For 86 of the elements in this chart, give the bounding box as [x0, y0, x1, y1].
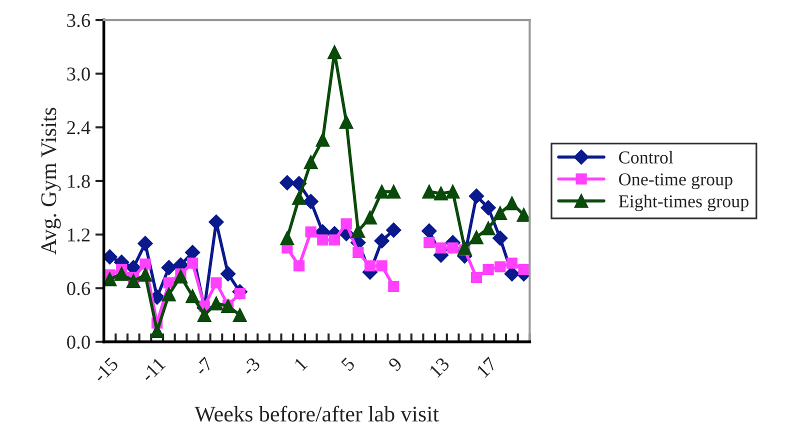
point — [470, 230, 484, 244]
point — [364, 260, 376, 272]
point — [280, 231, 294, 246]
point — [140, 258, 151, 270]
point — [208, 214, 224, 230]
x-tick-label: 5 — [340, 356, 356, 372]
point — [174, 270, 188, 284]
point — [470, 272, 482, 284]
point — [138, 236, 153, 252]
point — [447, 242, 458, 254]
point — [492, 230, 508, 246]
point — [126, 274, 140, 288]
point — [506, 258, 518, 269]
point — [317, 234, 328, 246]
x-tick-label: 1 — [294, 357, 308, 371]
y-tick-label: 3.6 — [67, 14, 90, 28]
y-tick-label: 2.4 — [67, 121, 90, 134]
point — [162, 288, 176, 302]
legend-label: Eight-times group — [618, 194, 748, 212]
point — [292, 190, 306, 205]
point — [209, 296, 224, 310]
point — [482, 264, 494, 275]
point — [221, 299, 235, 314]
point — [187, 258, 198, 269]
point — [446, 184, 460, 199]
point — [303, 194, 318, 210]
x-tick-label: -3 — [241, 356, 261, 376]
point — [280, 175, 295, 190]
point — [161, 260, 176, 276]
point — [328, 234, 340, 246]
x-tick-label: 13 — [428, 356, 450, 378]
point — [468, 188, 484, 204]
x-tick-label: -11 — [140, 357, 166, 383]
point — [422, 184, 436, 199]
point — [505, 196, 519, 210]
point — [210, 277, 222, 288]
point — [480, 200, 496, 216]
x-axis-title: Weeks before/after lab visit — [194, 406, 439, 422]
x-tick-label: 17 — [476, 356, 498, 378]
y-tick-label: 0.0 — [67, 336, 90, 349]
y-tick-label: 0.6 — [67, 282, 90, 296]
x-tick-label: 9 — [388, 356, 403, 372]
point — [104, 272, 117, 286]
y-tick-label: 1.8 — [68, 174, 90, 188]
point — [232, 308, 247, 322]
point — [434, 186, 448, 200]
y-axis-title: Avg. Gym Visits — [41, 108, 61, 255]
point — [163, 277, 174, 288]
legend-label: One-time group — [619, 173, 732, 190]
point — [150, 324, 164, 338]
point — [388, 280, 400, 292]
point — [351, 224, 366, 238]
x-tick-label: -15 — [92, 356, 119, 384]
point — [494, 261, 506, 272]
point — [422, 223, 437, 239]
point — [518, 264, 530, 275]
point — [316, 132, 330, 147]
point — [516, 208, 530, 222]
point — [363, 210, 377, 225]
point — [197, 308, 212, 322]
legend-label: Control — [619, 150, 674, 164]
point — [458, 241, 472, 255]
point — [328, 45, 342, 60]
point — [386, 184, 401, 199]
point — [305, 226, 316, 238]
x-tick-label: -7 — [194, 356, 214, 376]
y-tick-label: 1.2 — [68, 228, 90, 242]
point — [376, 260, 388, 272]
point — [186, 289, 200, 304]
point — [304, 155, 318, 170]
point — [339, 115, 354, 129]
point — [114, 266, 129, 281]
point — [481, 221, 496, 236]
point — [340, 218, 352, 230]
y-tick-label: 3.0 — [67, 68, 90, 81]
point — [138, 268, 152, 282]
point — [104, 249, 118, 264]
point — [374, 184, 389, 199]
point — [293, 260, 305, 272]
point — [386, 222, 402, 238]
point — [220, 266, 236, 282]
point — [352, 246, 364, 258]
point — [493, 206, 508, 220]
point — [374, 233, 390, 248]
point — [424, 237, 435, 248]
point — [435, 242, 447, 254]
